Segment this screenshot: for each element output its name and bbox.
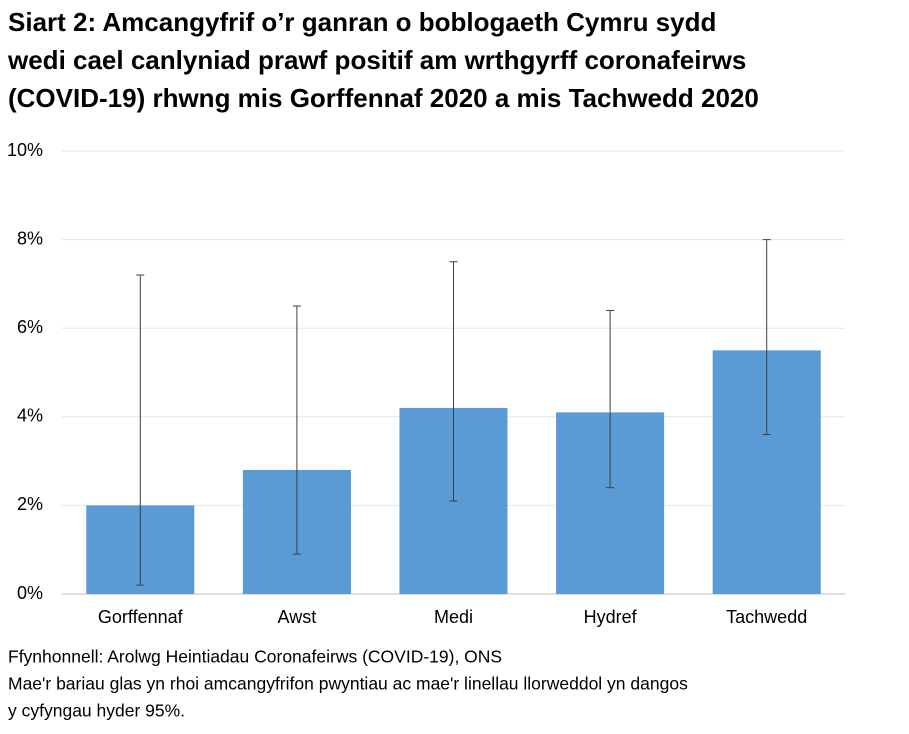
chart-title: (COVID-19) rhwng mis Gorffennaf 2020 a m… [8,83,759,113]
x-tick-label: Hydref [584,607,638,627]
x-tick-label: Gorffennaf [98,607,184,627]
y-tick-label: 8% [17,228,43,248]
chart-title: Siart 2: Amcangyfrif o’r ganran o boblog… [8,7,716,37]
y-tick-label: 4% [17,406,43,426]
y-tick-label: 2% [17,494,43,514]
x-tick-label: Medi [434,607,473,627]
note: y cyfyngau hyder 95%. [8,701,185,721]
x-tick-label: Awst [278,607,317,627]
x-tick-label: Tachwedd [726,607,807,627]
y-tick-label: 10% [7,140,43,160]
note: Ffynhonnell: Arolwg Heintiadau Coronafei… [8,647,502,667]
chart-title: wedi cael canlyniad prawf positif am wrt… [7,45,746,75]
y-tick-label: 6% [17,317,43,337]
y-tick-label: 0% [17,583,43,603]
note: Mae'r bariau glas yn rhoi amcangyfrifon … [8,674,688,694]
